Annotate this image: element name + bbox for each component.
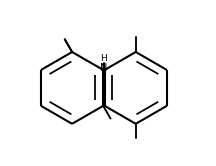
Text: N: N [100,63,108,73]
Text: H: H [100,54,107,63]
